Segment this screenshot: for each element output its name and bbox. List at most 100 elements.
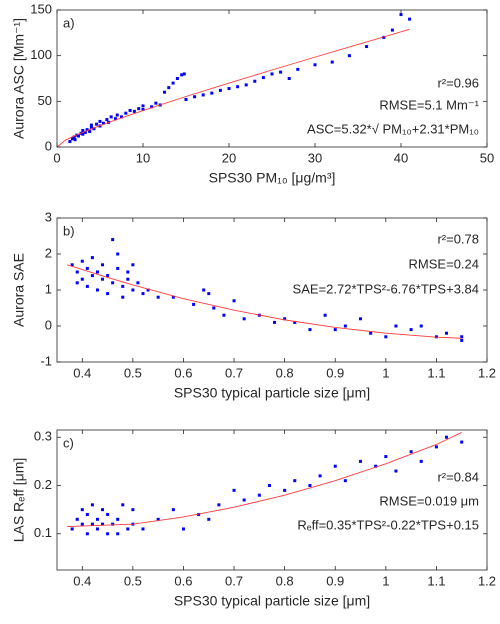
data-point (279, 70, 283, 74)
data-point (116, 532, 120, 536)
data-point (131, 263, 135, 267)
data-point (90, 522, 94, 526)
x-tick-label: 0.5 (124, 365, 142, 380)
data-point (330, 60, 334, 64)
data-point (445, 435, 449, 439)
data-point (445, 331, 449, 335)
x-tick-label: 40 (394, 150, 408, 165)
data-point (106, 532, 110, 536)
data-point (308, 484, 312, 488)
data-point (184, 98, 188, 102)
data-point (210, 91, 214, 95)
data-point (109, 115, 113, 119)
data-point (70, 527, 74, 531)
data-point (111, 238, 115, 242)
data-point (175, 77, 179, 80)
data-point (171, 81, 175, 85)
x-tick-label: 0.5 (124, 573, 142, 588)
data-point (80, 522, 84, 526)
y-axis-label: LAS Rₑff [μm] (11, 458, 27, 543)
data-point (136, 281, 140, 285)
data-point (72, 135, 76, 139)
data-point (115, 113, 119, 117)
data-point (374, 464, 378, 468)
data-point (408, 17, 412, 21)
data-point (182, 72, 186, 76)
data-point (394, 324, 398, 328)
y-tick-label: 100 (30, 47, 52, 62)
data-point (343, 324, 347, 328)
data-point (75, 517, 79, 521)
data-point (90, 274, 94, 278)
data-point (359, 459, 363, 463)
data-point (192, 302, 196, 306)
data-point (106, 292, 110, 296)
data-point (202, 288, 206, 292)
y-tick-label: 0.2 (34, 477, 52, 492)
x-tick-label: 0.6 (174, 365, 192, 380)
data-point (80, 277, 84, 281)
data-point (116, 517, 120, 521)
data-point (132, 109, 136, 113)
data-point (273, 320, 277, 324)
panel-label: a) (63, 15, 75, 30)
data-point (222, 313, 226, 317)
y-tick-label: 150 (30, 1, 52, 16)
data-point (333, 464, 337, 468)
data-point (409, 450, 413, 454)
data-point (73, 138, 77, 142)
data-point (347, 54, 351, 58)
data-point (293, 479, 297, 483)
data-point (283, 317, 287, 321)
data-point (105, 118, 109, 122)
data-point (90, 503, 94, 507)
data-point (95, 122, 99, 126)
y-tick-label: 2 (45, 245, 52, 260)
data-point (80, 259, 84, 263)
data-point (113, 117, 117, 121)
data-point (244, 83, 248, 87)
y-tick-label: 3 (45, 209, 52, 224)
x-tick-label: 1.1 (427, 365, 445, 380)
data-point (333, 328, 337, 332)
data-point (92, 127, 96, 131)
y-tick-label: 0 (45, 138, 52, 153)
x-tick-label: 0.8 (276, 365, 294, 380)
data-point (167, 86, 171, 90)
data-point (154, 101, 158, 105)
y-axis-label: Aurora SAE (11, 253, 27, 327)
data-point (207, 517, 211, 521)
data-point (81, 132, 85, 136)
data-point (193, 95, 197, 99)
fit-line (67, 432, 462, 528)
data-point (419, 324, 423, 328)
data-point (270, 72, 274, 76)
data-point (120, 115, 123, 119)
annotation: SAE=2.72*TPS²-6.76*TPS+3.84 (293, 281, 479, 296)
data-point (106, 512, 110, 516)
data-point (253, 79, 257, 83)
x-axis-label: SPS30 PM₁₀ [μg/m³] (209, 170, 336, 186)
data-point (70, 137, 74, 141)
data-point (83, 130, 87, 134)
data-point (95, 270, 99, 274)
data-point (126, 270, 130, 274)
data-point (232, 299, 236, 303)
data-point (81, 129, 85, 133)
annotation: RMSE=5.1 Mm⁻¹ (379, 97, 479, 112)
x-tick-label: 0.7 (225, 365, 243, 380)
x-tick-label: 0 (53, 150, 60, 165)
x-tick-label: 1 (382, 573, 389, 588)
data-point (293, 320, 297, 324)
data-point (85, 128, 89, 132)
data-point (212, 306, 216, 310)
data-point (156, 295, 160, 299)
data-point (313, 63, 317, 67)
data-point (180, 73, 184, 77)
data-point (218, 88, 222, 92)
data-point (197, 512, 201, 516)
x-tick-label: 1.2 (478, 573, 496, 588)
x-tick-label: 0.4 (73, 573, 91, 588)
x-tick-label: 10 (136, 150, 150, 165)
